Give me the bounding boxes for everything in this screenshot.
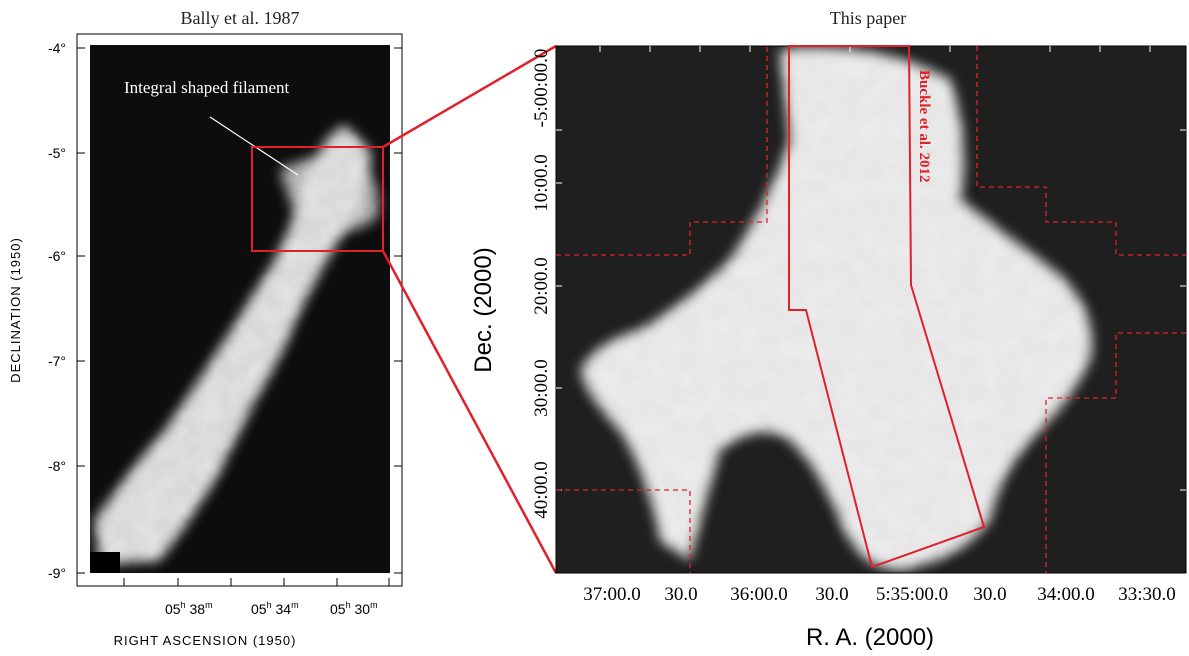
- right-panel: This paper Buckle et al. 2012: [470, 8, 1187, 651]
- left-x-tick: 05h 38m: [165, 600, 213, 617]
- left-y-tick: -5°: [48, 145, 66, 161]
- left-cloud-image: [90, 45, 390, 573]
- left-panel-title: Bally et al. 1987: [181, 8, 300, 28]
- left-y-tick: -9°: [48, 565, 66, 581]
- right-x-tick: 30.0: [664, 584, 697, 605]
- left-x-tick: 05h 30m: [330, 600, 378, 617]
- survey-boundary-dashed: [1045, 332, 1186, 573]
- right-x-axis-label: R. A. (2000): [806, 624, 934, 651]
- left-x-tick: 05h 34m: [251, 600, 299, 617]
- right-x-tick: 37:00.0: [583, 584, 641, 605]
- left-y-tick: -4°: [48, 40, 66, 56]
- buckle-region-outline: [788, 45, 986, 569]
- filament-annotation: Integral shaped filament: [124, 78, 289, 97]
- right-y-tick: 30:00.0: [531, 359, 552, 417]
- right-y-tick: 40:00.0: [531, 461, 552, 519]
- right-y-axis: -5:00:00.0 10:00.0 20:00.0 30:00.0 40:00…: [531, 49, 552, 519]
- survey-boundary-dashed: [556, 489, 691, 573]
- left-y-tick: -7°: [48, 353, 66, 369]
- zoom-connectors: [381, 44, 558, 574]
- buckle-region-label: Buckle et al. 2012: [916, 70, 932, 183]
- survey-boundary-dashed: [556, 46, 768, 256]
- right-x-tick: 5:35:00.0: [876, 584, 948, 605]
- left-y-tick: -6°: [48, 248, 66, 264]
- left-x-axis-label: RIGHT ASCENSION (1950): [114, 633, 297, 648]
- right-cloud-image: [556, 46, 1186, 573]
- zoom-region-box: [251, 146, 384, 252]
- right-x-tick: 30.0: [973, 584, 1006, 605]
- right-x-tick: 34:00.0: [1037, 584, 1095, 605]
- left-y-axis: -4° -5° -6° -7° -8° -9°: [48, 40, 402, 586]
- left-panel: Bally et al. 1987 Integral shaped filame…: [8, 8, 403, 648]
- right-panel-title: This paper: [830, 8, 906, 28]
- right-y-tick: -5:00:00.0: [531, 49, 552, 128]
- right-x-axis: 37:00.0 30.0 36:00.0 30.0 5:35:00.0 30.0…: [583, 584, 1176, 605]
- survey-boundary-dashed: [976, 46, 1186, 256]
- right-x-tick: 36:00.0: [730, 584, 788, 605]
- right-y-tick: 20:00.0: [531, 257, 552, 315]
- right-y-tick: 10:00.0: [531, 154, 552, 212]
- left-panel-frame: [76, 33, 403, 587]
- left-x-axis: 05h 38m 05h 34m 05h 30m: [165, 600, 378, 617]
- right-x-tick: 30.0: [815, 584, 848, 605]
- right-y-axis-label: Dec. (2000): [470, 247, 497, 372]
- left-y-tick: -8°: [48, 458, 66, 474]
- right-x-tick: 33:30.0: [1118, 584, 1176, 605]
- left-y-axis-label: DECLINATION (1950): [8, 237, 23, 383]
